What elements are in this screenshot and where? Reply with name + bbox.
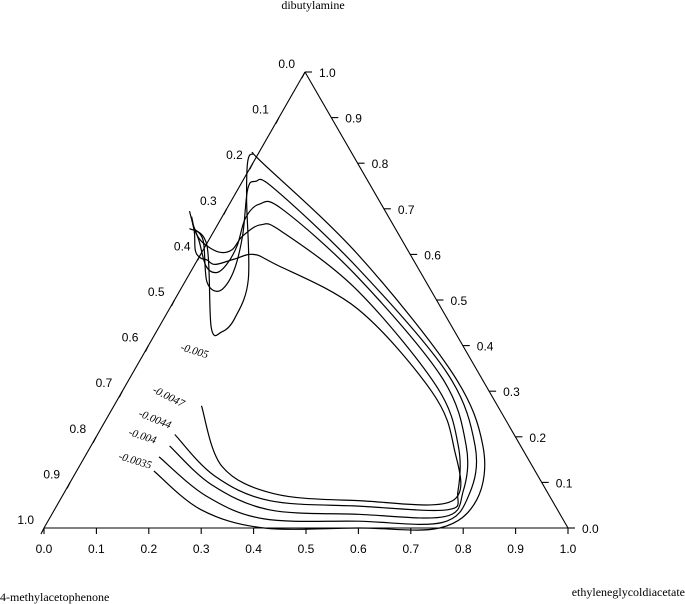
left-tick-label: 0.7 — [96, 376, 113, 390]
left-tick — [301, 71, 306, 79]
bottom-right-vertex-label: ethyleneglycoldiacetate — [572, 585, 685, 599]
right-tick-label: 0.9 — [345, 112, 362, 126]
bottom-tick-label: 1.0 — [560, 542, 577, 556]
left-tick-label: 1.0 — [17, 513, 34, 527]
contour-line — [153, 151, 486, 531]
contour-label: -0.0047 — [151, 384, 187, 410]
left-tick-label: 0.2 — [226, 148, 243, 162]
contour-line — [158, 178, 478, 525]
bottom-tick-label: 0.4 — [245, 542, 262, 556]
top-vertex-label: dibutylamine — [281, 0, 344, 12]
contour-label: -0.0035 — [117, 450, 153, 472]
contour-label: -0.0044 — [137, 408, 173, 432]
left-tick — [171, 299, 175, 307]
bottom-tick-label: 0.0 — [36, 542, 53, 556]
left-tick-label: 0.0 — [278, 57, 295, 71]
left-tick — [275, 117, 280, 124]
contour-line — [188, 210, 462, 506]
contour-label: -0.004 — [127, 426, 158, 446]
bottom-tick-label: 0.8 — [455, 542, 472, 556]
left-tick-label: 0.1 — [252, 103, 269, 117]
bottom-tick-label: 0.6 — [350, 542, 367, 556]
bottom-tick-label: 0.1 — [88, 542, 105, 556]
bottom-tick-label: 0.7 — [402, 542, 419, 556]
left-tick-label: 0.6 — [122, 331, 139, 345]
contour-label: -0.005 — [179, 341, 210, 361]
right-tick-label: 0.0 — [582, 522, 599, 536]
right-tick-label: 0.4 — [477, 340, 494, 354]
left-tick-label: 0.9 — [43, 467, 60, 481]
left-tick — [144, 345, 149, 352]
right-tick-label: 0.2 — [529, 431, 546, 445]
right-tick-label: 0.6 — [424, 248, 441, 262]
right-tick-label: 0.1 — [556, 476, 573, 490]
left-tick — [249, 162, 254, 170]
left-tick — [223, 208, 228, 216]
left-tick-label: 0.4 — [174, 239, 191, 253]
left-tick-label: 0.3 — [200, 194, 217, 208]
left-tick — [118, 390, 123, 398]
right-tick-label: 0.5 — [451, 294, 468, 308]
bottom-tick-label: 0.9 — [507, 542, 524, 556]
contour-line — [169, 200, 469, 519]
right-tick-label: 1.0 — [319, 66, 336, 80]
left-tick-label: 0.5 — [148, 285, 165, 299]
axis-ticks: 0.0 0.0 1.0 0.1 0.1 0.9 0.2 0.2 0.8 0.3 0.3 0.7 0.4 0… — [17, 57, 599, 556]
left-tick — [66, 482, 71, 489]
bottom-tick-label: 0.2 — [140, 542, 157, 556]
left-tick — [92, 436, 97, 444]
bottom-tick-label: 0.5 — [298, 542, 315, 556]
contour-line — [174, 216, 461, 512]
right-tick-label: 0.8 — [372, 157, 389, 171]
right-tick-label: 0.7 — [398, 203, 415, 217]
contour-lines — [153, 151, 486, 531]
left-tick — [40, 527, 45, 535]
left-tick-label: 0.8 — [70, 422, 87, 436]
bottom-left-vertex-label: 4-methylacetophenone — [0, 590, 109, 604]
right-tick-label: 0.3 — [503, 385, 520, 399]
bottom-tick-label: 0.3 — [193, 542, 210, 556]
contour-level-labels: -0.005 -0.0047-0.0044-0.004 -0.0035 — [117, 341, 210, 472]
